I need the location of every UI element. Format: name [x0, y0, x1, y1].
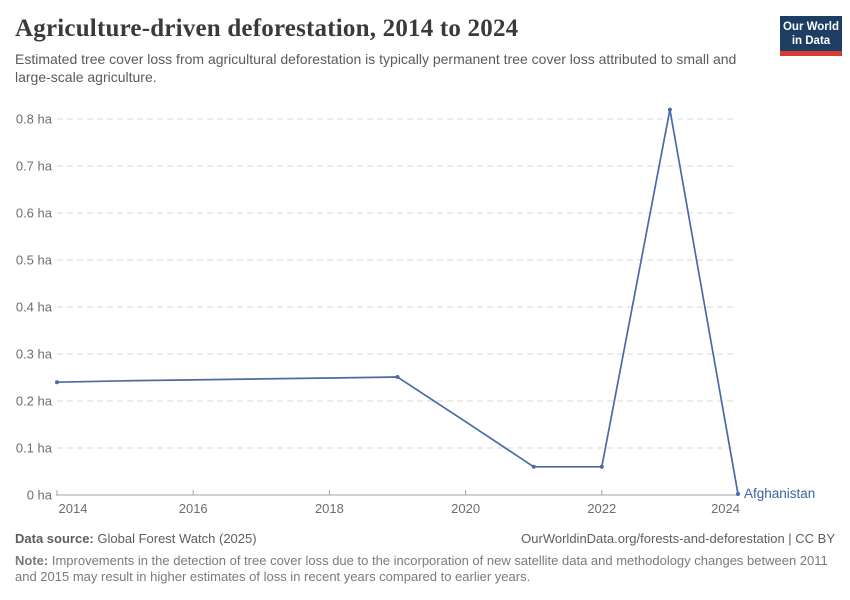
owid-logo: Our World in Data	[780, 16, 842, 56]
y-axis-tick-label: 0.1 ha	[16, 441, 53, 456]
data-point-marker	[531, 464, 536, 469]
y-axis-tick-label: 0 ha	[27, 488, 53, 503]
page-title: Agriculture-driven deforestation, 2014 t…	[15, 15, 519, 42]
data-point-marker	[667, 107, 672, 112]
data-point-marker	[599, 464, 604, 469]
x-axis-tick-label: 2022	[587, 501, 616, 516]
y-axis-tick-label: 0.2 ha	[16, 394, 53, 409]
data-point-marker	[736, 492, 740, 497]
y-axis-tick-label: 0.6 ha	[16, 206, 53, 221]
footer-note: Note: Improvements in the detection of t…	[15, 553, 839, 584]
data-source-label: Data source:	[15, 531, 94, 546]
x-axis-tick-label: 2016	[179, 501, 208, 516]
series-label-afghanistan: Afghanistan	[744, 486, 815, 501]
x-axis-tick-label: 2018	[315, 501, 344, 516]
y-axis-tick-label: 0.8 ha	[16, 112, 53, 127]
y-axis-tick-label: 0.3 ha	[16, 347, 53, 362]
data-source: Data source: Global Forest Watch (2025)	[15, 531, 257, 547]
x-axis-tick-label: 2020	[451, 501, 480, 516]
owid-logo-line1: Our World	[782, 21, 839, 33]
owid-logo-line2: in Data	[791, 35, 831, 47]
footer-source-row: Data source: Global Forest Watch (2025) …	[15, 531, 835, 547]
data-point-marker	[55, 380, 59, 385]
y-axis-tick-label: 0.5 ha	[16, 253, 53, 268]
data-point-marker	[395, 375, 400, 380]
y-axis-tick-label: 0.4 ha	[16, 300, 53, 315]
data-line	[56, 108, 739, 495]
x-axis-tick-label: 2024	[711, 501, 740, 516]
x-axis-tick-label: 2014	[59, 501, 88, 516]
data-source-value: Global Forest Watch (2025)	[97, 531, 257, 546]
page-subtitle: Estimated tree cover loss from agricultu…	[15, 51, 737, 85]
y-axis-tick-label: 0.7 ha	[16, 159, 53, 174]
note-label: Note:	[15, 553, 49, 568]
note-value: Improvements in the detection of tree co…	[15, 553, 828, 584]
attribution-text: OurWorldinData.org/forests-and-deforesta…	[521, 531, 835, 546]
